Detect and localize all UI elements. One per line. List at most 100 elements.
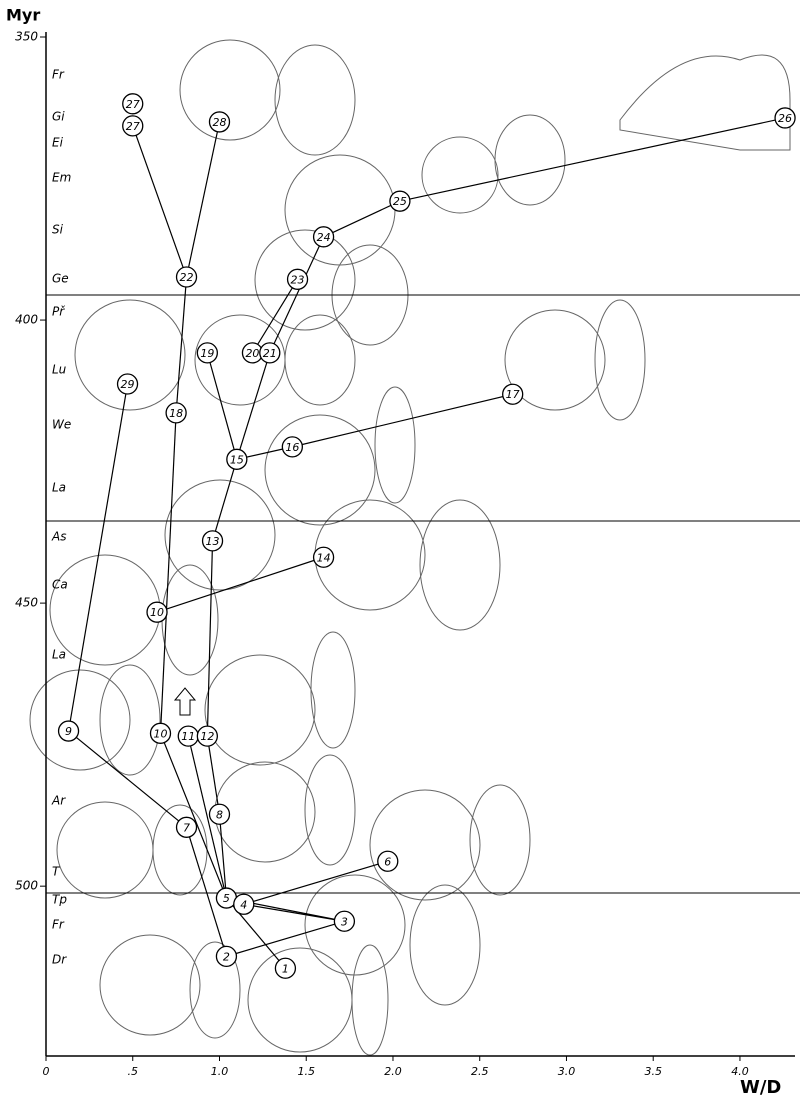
shell — [311, 632, 355, 748]
shell — [595, 300, 645, 420]
shell — [352, 945, 388, 1055]
point-label: 8 — [216, 808, 223, 821]
lineage-line — [161, 413, 177, 733]
point-label: 27 — [126, 120, 140, 133]
shell-drawings — [30, 40, 790, 1055]
stage-label: Ar — [51, 794, 66, 808]
lineage-line — [324, 201, 400, 237]
lineage-line — [69, 731, 187, 827]
shell — [495, 115, 565, 205]
point-label: 25 — [393, 195, 407, 208]
point-label: 9 — [65, 725, 72, 738]
point-label: 1 — [282, 962, 289, 975]
stage-label: La — [52, 648, 66, 662]
point-label: 2 — [223, 950, 230, 963]
lineage-line — [226, 921, 344, 956]
lineage-line — [400, 118, 785, 201]
point-label: 12 — [200, 730, 214, 743]
lineage-line — [207, 353, 236, 459]
x-tick-label: 2.5 — [471, 1065, 489, 1078]
lineage-line — [69, 384, 128, 731]
point-label: 10 — [154, 727, 168, 740]
point-label: 19 — [200, 347, 214, 360]
point-label: 7 — [183, 821, 190, 834]
stage-label: Fr — [52, 68, 65, 82]
lineage-line — [292, 394, 512, 447]
x-tick-label: 3.5 — [644, 1065, 662, 1078]
point-label: 26 — [778, 112, 792, 125]
x-tick-label: 1.5 — [297, 1065, 315, 1078]
stage-label: Ca — [52, 578, 68, 592]
stage-label: Lu — [52, 363, 67, 377]
stage-label: Em — [52, 171, 71, 185]
shell — [153, 805, 207, 895]
point-label: 22 — [180, 271, 194, 284]
x-axis-label: W/D — [740, 1077, 781, 1098]
shell — [375, 387, 415, 503]
stage-label: Př — [52, 305, 65, 319]
point-label: 17 — [506, 388, 520, 401]
x-tick-label: 0 — [43, 1065, 50, 1078]
point-label: 28 — [212, 116, 226, 129]
lineage-line — [207, 541, 212, 736]
shell — [285, 315, 355, 405]
shell — [305, 875, 405, 975]
shell — [205, 655, 315, 765]
stage-label: La — [52, 481, 66, 495]
shell — [215, 762, 315, 862]
x-tick-label: .5 — [127, 1065, 138, 1078]
lineage-line — [176, 277, 186, 413]
y-axis-label: Myr — [6, 6, 40, 25]
stage-label: Tp — [52, 893, 67, 907]
point-label: 13 — [206, 535, 220, 548]
point-label: 27 — [126, 98, 140, 111]
stage-label: Si — [52, 223, 64, 237]
stage-label: Gi — [52, 110, 65, 124]
stage-label: Ge — [52, 272, 69, 286]
lineage-line — [187, 122, 220, 277]
point-label: 5 — [223, 892, 230, 905]
shell — [370, 790, 480, 900]
point-label: 29 — [121, 378, 135, 391]
y-tick-label: 350 — [15, 30, 38, 44]
point-label: 21 — [263, 347, 277, 360]
stage-label: Fr — [52, 918, 65, 932]
shell — [57, 802, 153, 898]
point-label: 3 — [341, 915, 348, 928]
shell — [422, 137, 498, 213]
stage-label: Dr — [52, 953, 67, 967]
y-tick-label: 450 — [15, 596, 38, 610]
y-tick-label: 400 — [15, 313, 38, 327]
arrow — [175, 688, 195, 715]
lineage-line — [213, 459, 237, 541]
point-label: 4 — [240, 898, 247, 911]
stage-label: We — [52, 418, 71, 432]
shell — [275, 45, 355, 155]
stage-label: Ei — [52, 136, 64, 150]
x-tick-label: 4.0 — [731, 1065, 749, 1078]
x-tick-label: 3.0 — [558, 1065, 576, 1078]
y-tick-label: 500 — [15, 879, 38, 893]
shell — [100, 935, 200, 1035]
stage-label: As — [51, 530, 66, 544]
lineage-line — [237, 353, 270, 459]
point-label: 14 — [317, 551, 331, 564]
shell — [410, 885, 480, 1005]
x-tick-label: 1.0 — [211, 1065, 229, 1078]
shell — [420, 500, 500, 630]
shell — [180, 40, 280, 140]
point-label: 23 — [291, 273, 305, 286]
point-label: 16 — [285, 441, 299, 454]
point-label: 24 — [317, 231, 331, 244]
shell — [50, 555, 160, 665]
point-label: 11 — [181, 730, 195, 743]
lineage-line — [244, 861, 388, 904]
point-label: 15 — [230, 453, 244, 466]
shell — [285, 155, 395, 265]
shell — [470, 785, 530, 895]
point-label: 18 — [169, 407, 183, 420]
shell — [248, 948, 352, 1052]
x-tick-label: 2.0 — [384, 1065, 402, 1078]
lineage-line — [157, 557, 324, 612]
shell — [30, 670, 130, 770]
